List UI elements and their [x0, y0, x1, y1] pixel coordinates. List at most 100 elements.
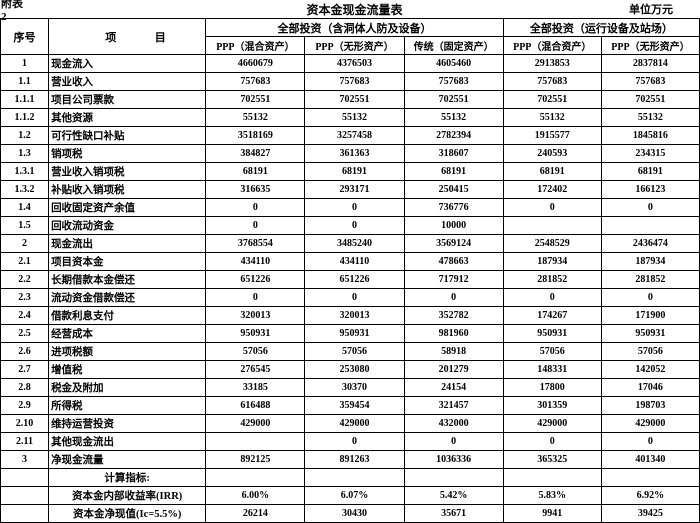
row-index: 1.3: [0, 144, 50, 163]
calc-blank-3: [502, 468, 602, 487]
row-value: 166123: [600, 180, 700, 199]
row-value: 57056: [502, 342, 602, 361]
attachment-label: 附表2: [1, 0, 23, 23]
row-value: 432000: [403, 414, 504, 433]
row-value: 950931: [600, 324, 700, 343]
row-value: 702551: [600, 90, 700, 109]
row-value: 757683: [403, 72, 504, 91]
row-value: 365325: [502, 450, 602, 469]
row-value: 33185: [205, 378, 306, 397]
row-index: 1.1.2: [0, 108, 50, 127]
row-value: 2913853: [502, 54, 602, 73]
row-index: 1.3.1: [0, 162, 50, 181]
row-index: 1.3.2: [0, 180, 50, 199]
row-value: 429000: [502, 414, 602, 433]
row-value: [205, 432, 306, 451]
row-value: 401340: [600, 450, 700, 469]
row-value: 234315: [600, 144, 700, 163]
row-value: 950931: [205, 324, 306, 343]
unit-label: 单位万元: [629, 4, 673, 16]
row-item-label: 净现金流量: [48, 450, 207, 469]
row-item-label: 现金流入: [48, 54, 207, 73]
row-value: 0: [600, 198, 700, 217]
table-row: 2.7 增值税 276545 253080 201279 148331 142052: [0, 360, 700, 379]
metric-npv-value-0: 26214: [205, 504, 306, 523]
row-item-label: 流动资金借款偿还: [48, 288, 207, 307]
row-value: 1036336: [403, 450, 504, 469]
row-value: 0: [502, 288, 602, 307]
row-value: 702551: [304, 90, 405, 109]
row-index: 2.7: [0, 360, 50, 379]
header-subcolumn-0: PPP（混合资产）: [205, 36, 306, 55]
row-index: 2.10: [0, 414, 50, 433]
row-value: 320013: [304, 306, 405, 325]
row-value: 950931: [502, 324, 602, 343]
row-value: 250415: [403, 180, 504, 199]
row-value: 3485240: [304, 234, 405, 253]
row-item-label: 增值税: [48, 360, 207, 379]
row-value: 55132: [403, 108, 504, 127]
table-row: 1.1.1 项目公司票款 702551 702551 702551 702551 70255…: [0, 90, 700, 109]
table-row: 2.5 经营成本 950931 950931 981960 950931 950931: [0, 324, 700, 343]
row-value: 717912: [403, 270, 504, 289]
row-value: 0: [205, 216, 306, 235]
row-value: 757683: [304, 72, 405, 91]
calc-blank-2: [403, 468, 504, 487]
row-value: 891263: [304, 450, 405, 469]
row-value: 757683: [205, 72, 306, 91]
row-item-label: 长期借款本金偿还: [48, 270, 207, 289]
row-index: 2.9: [0, 396, 50, 415]
row-value: 4660679: [205, 54, 306, 73]
row-value: 68191: [502, 162, 602, 181]
row-index: 2.11: [0, 432, 50, 451]
metric-npv-index: [0, 504, 50, 523]
row-item-label: 回收流动资金: [48, 216, 207, 235]
metric-irr-value-4: 6.92%: [600, 486, 700, 505]
row-value: 4605460: [403, 54, 504, 73]
row-value: 0: [304, 432, 405, 451]
table-footer: 计算指标: 资本金内部收益率(IRR) 6.00% 6.07% 5.42% 5.…: [0, 468, 700, 523]
row-value: 10000: [403, 216, 504, 235]
row-value: 240593: [502, 144, 602, 163]
row-index: 1.1: [0, 72, 50, 91]
row-item-label: 借款利息支付: [48, 306, 207, 325]
metric-irr-label: 资本金内部收益率(IRR): [48, 486, 207, 505]
row-value: 187934: [600, 252, 700, 271]
table-header: 序号 项 目 全部投资（含洞体人防及设备） 全部投资（运行设备及站场） PPP（…: [0, 18, 700, 55]
header-group-1: 全部投资（运行设备及站场）: [502, 18, 700, 37]
row-value: 384827: [205, 144, 306, 163]
metric-npv-value-3: 9941: [502, 504, 602, 523]
row-value: 0: [600, 288, 700, 307]
row-value: 198703: [600, 396, 700, 415]
header-subcolumn-4: PPP（无形资产）: [600, 36, 700, 55]
table-row: 1.2 可行性缺口补贴 3518169 3257458 2782394 1915577 18…: [0, 126, 700, 145]
title-spacer-left: [28, 0, 205, 18]
row-value: 4376503: [304, 54, 405, 73]
metric-irr-value-2: 5.42%: [403, 486, 504, 505]
row-value: 172402: [502, 180, 602, 199]
row-item-label: 其他资源: [48, 108, 207, 127]
row-value: 24154: [403, 378, 504, 397]
metric-npv-value-1: 30430: [304, 504, 405, 523]
table-row: 2.4 借款利息支付 320013 320013 352782 174267 171900: [0, 306, 700, 325]
row-value: 293171: [304, 180, 405, 199]
table-row: 2.8 税金及附加 33185 30370 24154 17800 17046: [0, 378, 700, 397]
row-value: 55132: [304, 108, 405, 127]
metric-npv-label: 资本金净现值(Ic=5.5%): [48, 504, 207, 523]
row-value: 55132: [205, 108, 306, 127]
header-subcolumn-3: PPP（混合资产）: [502, 36, 602, 55]
table-row: 2.1 项目资本金 434110 434110 478663 187934 187934: [0, 252, 700, 271]
row-value: 3257458: [304, 126, 405, 145]
table-row: 2.6 进项税额 57056 57056 58918 57056 57056: [0, 342, 700, 361]
row-value: 359454: [304, 396, 405, 415]
row-value: 352782: [403, 306, 504, 325]
title-spacer-right: [504, 0, 602, 18]
row-value: 17800: [502, 378, 602, 397]
row-index: 2.8: [0, 378, 50, 397]
row-item-label: 补贴收入销项税: [48, 180, 207, 199]
row-item-label: 营业收入销项税: [48, 162, 207, 181]
table-row: 2.11 其他现金流出 0 0 0 0: [0, 432, 700, 451]
row-item-label: 可行性缺口补贴: [48, 126, 207, 145]
table-row: 1.1 营业收入 757683 757683 757683 757683 757683: [0, 72, 700, 91]
